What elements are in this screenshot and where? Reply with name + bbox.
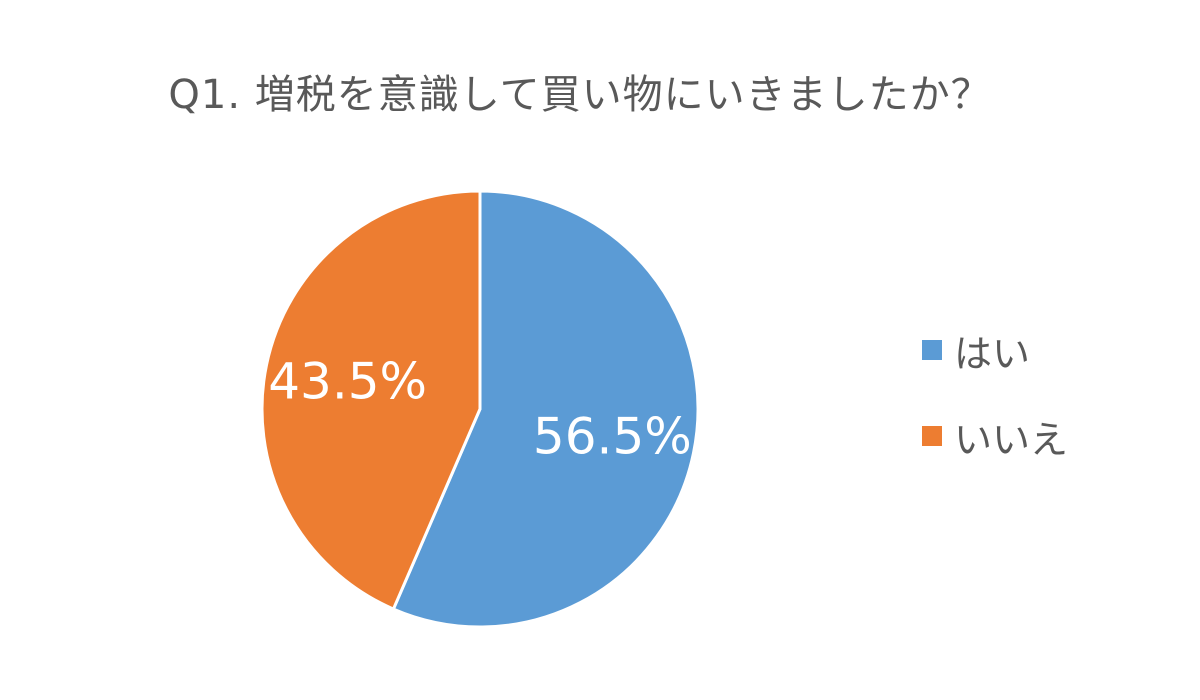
legend-item-no: いいえ [922,414,1068,462]
legend-swatch-no [922,426,942,446]
pie-slice-yes [391,189,700,629]
pie-label-yes: 56.5% [533,407,692,465]
legend-label-no: いいえ [954,417,1069,462]
pie-slice-no [260,189,482,611]
legend-swatch-yes [922,340,942,360]
legend-label-yes: はい [954,331,1031,376]
legend: はい いいえ [922,328,1068,500]
chart-title: Q1. 増税を意識して買い物にいきましたか？ [168,72,992,118]
legend-item-yes: はい [922,328,1068,376]
pie-label-no: 43.5% [268,353,427,411]
